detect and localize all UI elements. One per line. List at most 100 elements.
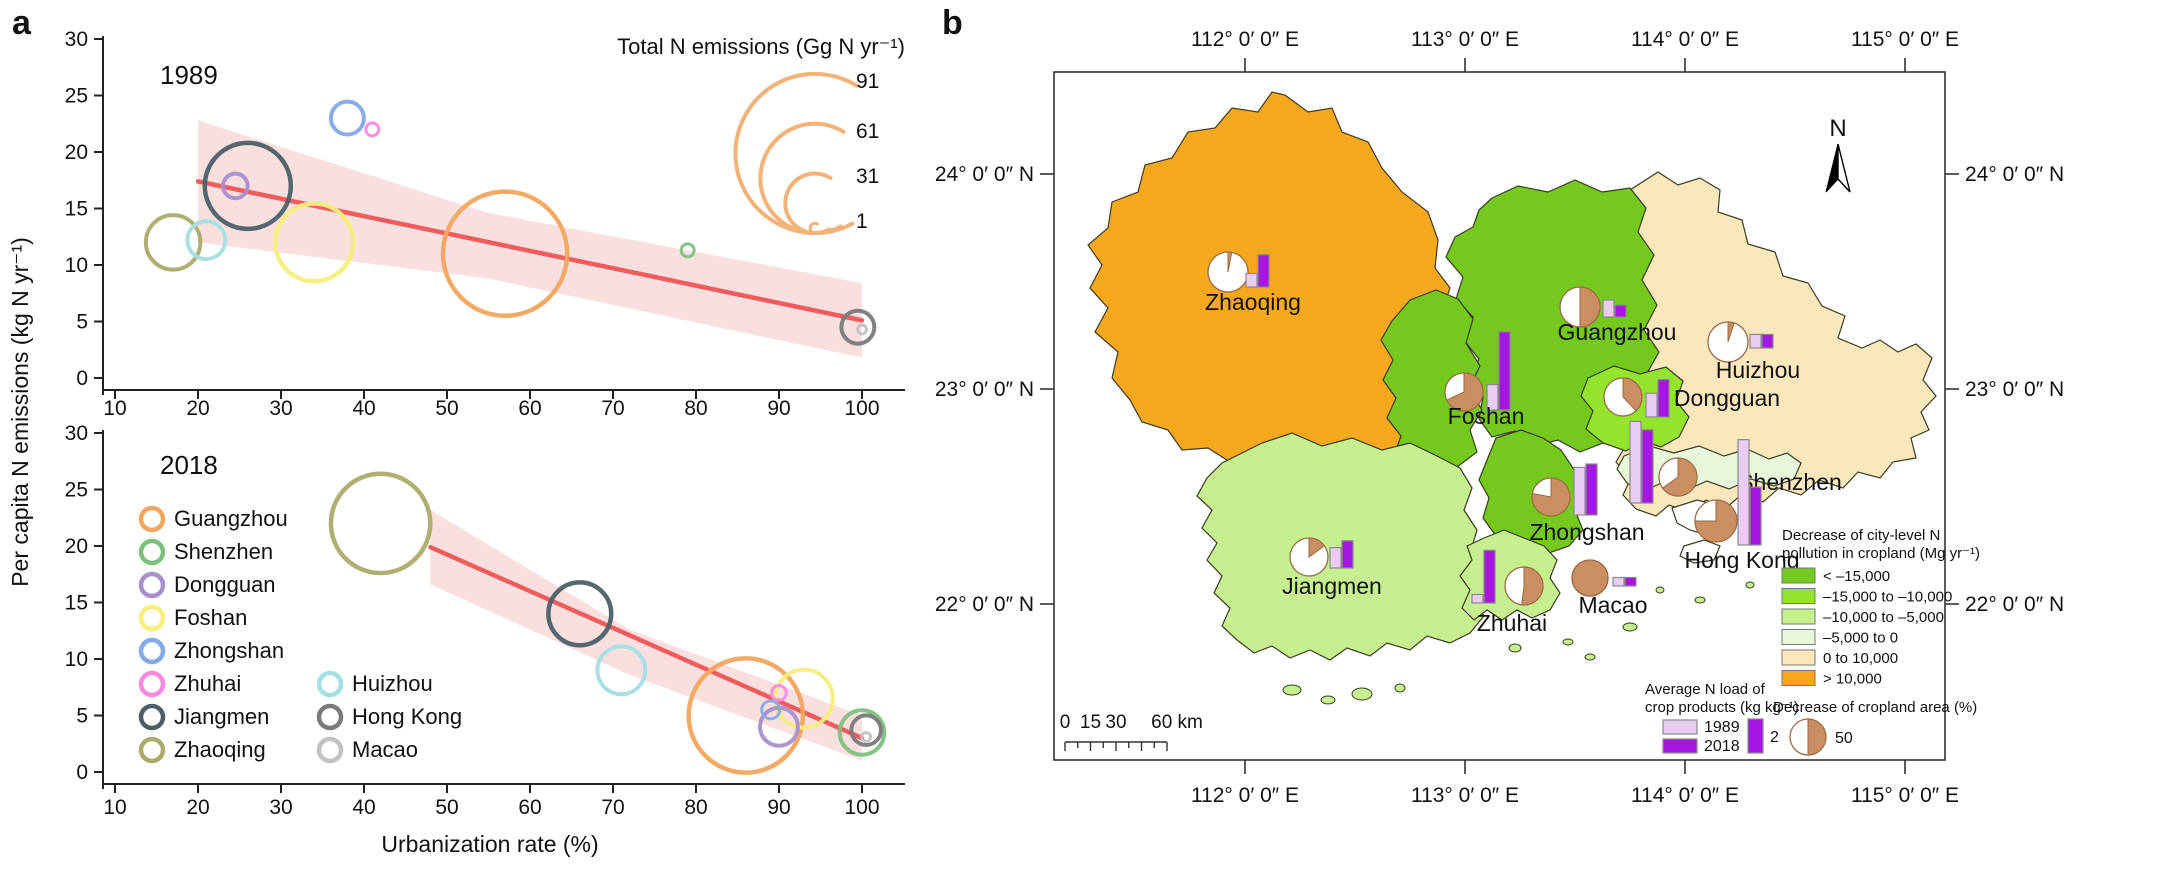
x-tick-label: 10 — [103, 397, 126, 420]
lon-label-bottom: 113° 0′ 0″ E — [1411, 784, 1519, 807]
lat-label-right: 24° 0′ 0″ N — [1965, 163, 2064, 186]
bubble-zhaoqing-1989 — [143, 213, 203, 272]
choropleth-legend-title-1: Decrease of city-level N — [1782, 527, 1940, 544]
panel-a-letter: a — [12, 4, 31, 42]
lat-label-right: 22° 0′ 0″ N — [1965, 593, 2064, 616]
bubble-jiangmen-2018 — [546, 580, 614, 648]
region-hong-kong-2 — [1679, 539, 1721, 564]
lon-label-top: 113° 0′ 0″ E — [1411, 28, 1519, 51]
island-1 — [1320, 695, 1336, 705]
pie-slice-foshan — [1446, 372, 1484, 412]
x-tick-label: 90 — [767, 397, 790, 420]
choropleth-class-label-4: 0 to 10,000 — [1823, 650, 1898, 667]
pie-slice-zhongshan — [1531, 477, 1571, 517]
bubble-hong-kong-2018 — [849, 713, 883, 747]
size-legend: Total N emissions (Gg N yr⁻¹) 91 61 31 1 — [617, 34, 905, 235]
pie-slice-huizhou — [1727, 321, 1735, 343]
bubble-zhuhai-2018 — [770, 684, 788, 702]
city-cluster-shenzhen: Shenzhen — [1629, 420, 1842, 504]
x-tick-label: 100 — [844, 397, 879, 420]
map-label-huizhou: Huizhou — [1716, 357, 1800, 383]
city-cluster-macao: Macao — [1571, 559, 1648, 618]
map-label-zhuhai: Zhuhai — [1477, 610, 1547, 636]
choropleth-class-label-2: –10,000 to –5,000 — [1823, 609, 1944, 626]
legend-swatch-huizhou — [316, 670, 344, 698]
legend-label-guangzhou: Guangzhou — [174, 506, 288, 531]
trend-line-2018 — [428, 544, 865, 741]
pie-slice-macao — [1571, 559, 1609, 597]
x-tick-label: 50 — [435, 796, 458, 819]
choropleth-legend-title-2: pollution in cropland (Mg yr⁻¹) — [1782, 545, 1980, 562]
pie-slice-zhaoqing — [1227, 251, 1233, 273]
legend-label-hong-kong: Hong Kong — [352, 704, 462, 729]
city-cluster-huizhou: Huizhou — [1707, 321, 1800, 383]
bubble-shenzhen-2018 — [837, 708, 887, 757]
island-2 — [1351, 687, 1373, 701]
bubble-shenzhen-1989 — [679, 242, 696, 259]
bar-legend-label-1989: 1989 — [1704, 719, 1740, 736]
legend-label-macao: Macao — [352, 737, 418, 762]
legend-label-foshan: Foshan — [174, 605, 247, 630]
plot-title-2018: 2018 — [160, 450, 218, 480]
legend-swatch-foshan — [138, 604, 166, 632]
island-3 — [1394, 683, 1406, 693]
legend-label-zhaoqing: Zhaoqing — [174, 737, 266, 762]
size-legend-arc-91 — [733, 71, 859, 235]
choropleth-class-label-1: –15,000 to –10,000 — [1823, 589, 1952, 606]
x-tick-label: 80 — [684, 796, 707, 819]
lon-label-bottom: 112° 0′ 0″ E — [1191, 784, 1299, 807]
lon-label-top: 114° 0′ 0″ E — [1631, 28, 1739, 51]
island-10 — [1745, 581, 1755, 589]
island-4 — [1508, 643, 1522, 653]
x-axis-title: Urbanization rate (%) — [381, 831, 598, 857]
scale-bar-label: 30 — [1105, 712, 1126, 733]
bar-2018-hong-kong — [1749, 486, 1762, 546]
bubble-zhongshan-2018 — [760, 699, 782, 721]
scale-bar-label: 60 km — [1151, 712, 1203, 733]
lat-label-left: 22° 0′ 0″ N — [935, 593, 1034, 616]
plot-2018: 0 5 10 15 20 25 30 10 20 30 40 50 60 70 80 90 100 2018 — [65, 422, 905, 819]
bar-1989-zhaoqing — [1245, 272, 1258, 288]
y-tick-label: 0 — [76, 367, 88, 390]
bar-legend-swatch-2018 — [1662, 738, 1698, 754]
map-label-guangzhou: Guangzhou — [1558, 319, 1677, 345]
cropland-legend-title: Decrease of cropland area (%) — [1773, 699, 1977, 716]
bubble-hong-kong-1989 — [839, 308, 877, 346]
size-legend-arc-1 — [808, 221, 820, 235]
choropleth-swatch-4 — [1781, 649, 1816, 666]
bar-1989-huizhou — [1749, 333, 1762, 349]
bar-legend-swatch-1989 — [1662, 719, 1698, 735]
y-tick-label: 5 — [76, 311, 88, 334]
choropleth-swatch-2 — [1781, 608, 1816, 625]
y-tick-label: 0 — [76, 761, 88, 784]
legend-swatch-macao — [316, 736, 344, 764]
size-legend-arc-31 — [783, 171, 833, 235]
legend-label-shenzhen: Shenzhen — [174, 539, 273, 564]
x-tick-label: 50 — [435, 397, 458, 420]
cropland-legend-ref-value: 50 — [1835, 730, 1853, 747]
north-arrow-label: N — [1829, 115, 1846, 142]
y-tick-label: 15 — [65, 592, 88, 615]
bar-legend-title-1: Average N load of — [1645, 681, 1766, 698]
legend-label-huizhou: Huizhou — [352, 671, 433, 696]
city-cluster-guangzhou: Guangzhou — [1558, 286, 1677, 345]
bubble-guangzhou-1989 — [440, 189, 570, 319]
plot-1989: 0 5 10 15 20 25 30 10 20 30 40 50 60 70 80 90 100 1989 — [65, 28, 905, 420]
island-0 — [1282, 684, 1302, 696]
island-8 — [1655, 586, 1665, 594]
confidence-band-1989 — [198, 120, 862, 358]
scale-bar: 0 15 30 60 km — [1060, 712, 1203, 751]
lon-label-bottom: 115° 0′ 0″ E — [1851, 784, 1959, 807]
map-label-hong-kong: Hong Kong — [1684, 547, 1799, 573]
city-cluster-dongguan: Dongguan — [1603, 377, 1780, 418]
map-label-dongguan: Dongguan — [1674, 385, 1780, 411]
y-tick-label: 20 — [65, 535, 88, 558]
x-tick-label: 40 — [352, 796, 375, 819]
choropleth-swatch-1 — [1781, 588, 1816, 604]
legend-swatch-jiangmen — [138, 703, 166, 731]
bar-2018-foshan — [1498, 331, 1511, 411]
y-tick-label: 10 — [65, 648, 88, 671]
